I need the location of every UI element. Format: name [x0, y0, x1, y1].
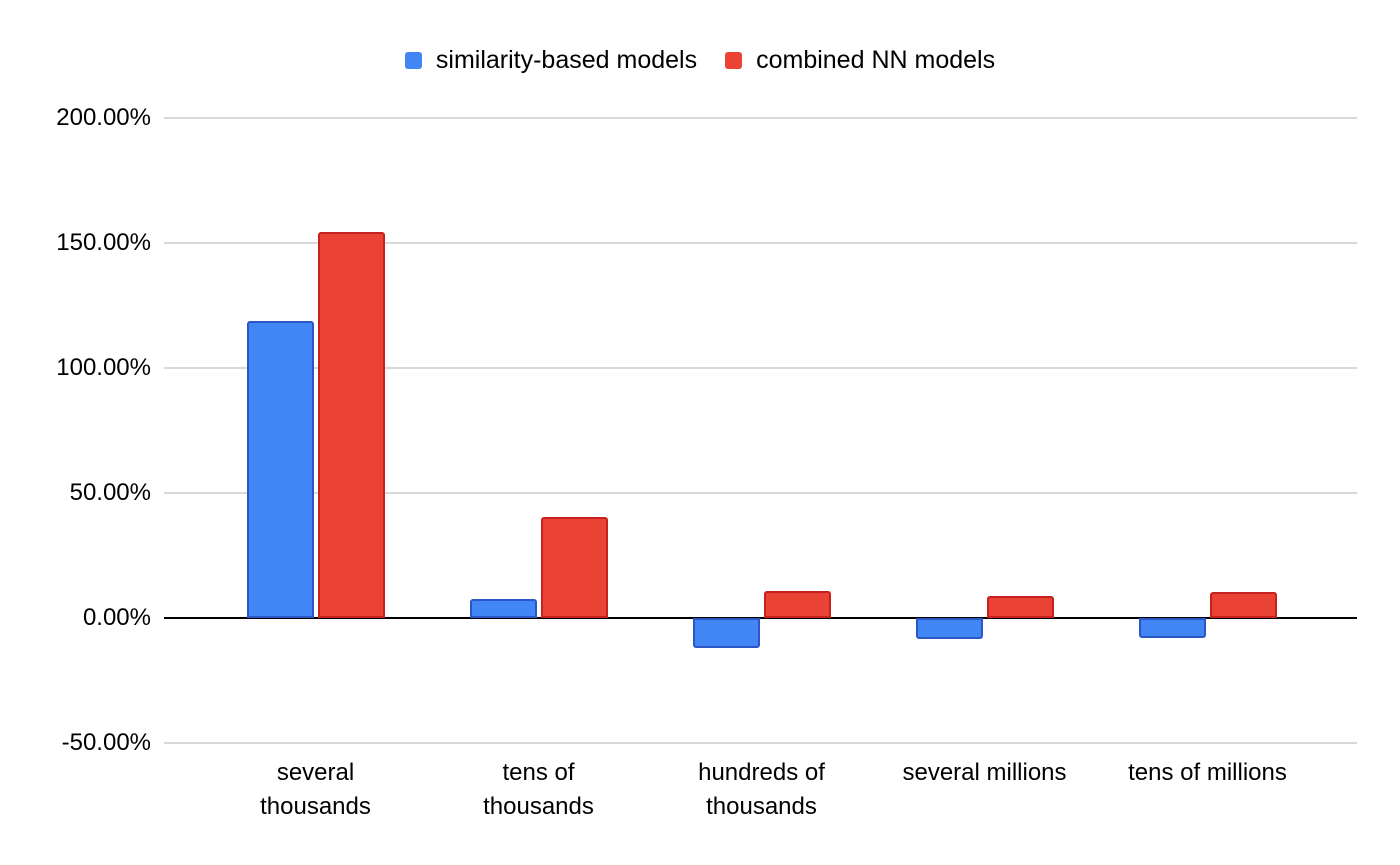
legend-item-combined-nn-models: combined NN models: [725, 46, 995, 75]
legend-item-similarity-based-models: similarity-based models: [404, 46, 698, 75]
y-tick-label: 100.00%: [56, 354, 151, 381]
bar-combined-nn-models-several-thousands: [317, 231, 385, 618]
bar-combined-nn-models-tens-of-thousands: [540, 516, 608, 618]
x-category-label-several-thousands: several thousands: [260, 759, 371, 820]
gridline: [164, 492, 1357, 494]
bar-similarity-based-models-several-millions: [915, 618, 983, 640]
bar-similarity-based-models-tens-of-millions: [1138, 618, 1206, 638]
y-tick-label: 200.00%: [56, 104, 151, 131]
chart-legend: similarity-based models combined NN model…: [0, 46, 1400, 75]
legend-label: combined NN models: [756, 46, 996, 74]
legend-label: similarity-based models: [435, 46, 698, 74]
x-category-label-several-millions: several millions: [902, 759, 1067, 786]
y-tick-label: 50.00%: [69, 479, 151, 506]
legend-swatch-combined-nn-models: [725, 52, 743, 69]
bar-combined-nn-models-hundreds-of-thousands: [763, 590, 831, 618]
bar-similarity-based-models-tens-of-thousands: [469, 599, 537, 618]
gridline: [164, 742, 1357, 744]
gridline: [164, 242, 1357, 244]
y-tick-label: -50.00%: [61, 729, 151, 756]
bar-combined-nn-models-several-millions: [986, 595, 1054, 618]
zero-axis-line: [164, 617, 1357, 619]
y-tick-label: 0.00%: [82, 604, 151, 631]
y-tick-label: 150.00%: [56, 229, 151, 256]
bar-similarity-based-models-hundreds-of-thousands: [692, 618, 760, 648]
x-category-label-tens-of-thousands: tens of thousands: [483, 759, 594, 820]
bar-combined-nn-models-tens-of-millions: [1209, 591, 1277, 618]
x-category-label-tens-of-millions: tens of millions: [1128, 759, 1287, 786]
legend-swatch-similarity-based-models: [404, 52, 422, 69]
x-category-label-hundreds-of-thousands: hundreds of thousands: [698, 759, 825, 820]
gridline: [164, 117, 1357, 119]
bar-similarity-based-models-several-thousands: [246, 320, 314, 618]
gridline: [164, 367, 1357, 369]
